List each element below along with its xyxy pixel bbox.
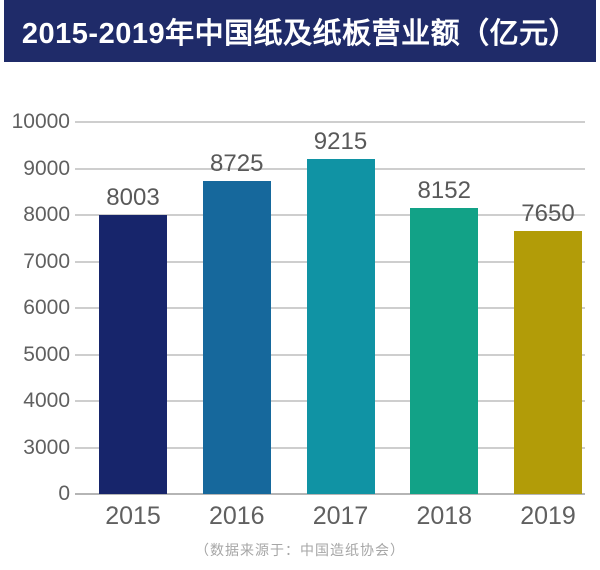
y-axis-tick-label: 6000 <box>23 296 70 319</box>
bar-value-label: 7650 <box>521 200 575 228</box>
x-axis-line <box>75 493 585 495</box>
y-axis-tick-label: 0 <box>58 482 70 505</box>
bar-value-label: 8725 <box>210 150 264 178</box>
y-axis-tick-label: 5000 <box>23 342 70 366</box>
chart-title: 2015-2019年中国纸及纸板营业额（亿元） <box>21 18 579 50</box>
y-axis-tick-label: 4000 <box>23 389 70 412</box>
x-axis-label: 2016 <box>208 502 265 530</box>
x-axis-label: 2017 <box>312 502 369 530</box>
y-axis-tick-label: 10000 <box>11 110 70 133</box>
x-axis-label: 2018 <box>416 502 473 530</box>
source-note: （数据来源于：中国造纸协会） <box>195 542 405 558</box>
bar-2015: 8003 2015 <box>99 185 167 529</box>
bar-value-label: 8003 <box>106 183 160 211</box>
x-axis-label: 2019 <box>520 502 576 530</box>
y-axis-tick-label: 7000 <box>23 249 70 273</box>
plot-area: 8003 2015 8725 2016 9215 2017 8152 2018 7650 2019 <box>99 122 582 529</box>
x-axis-label: 2015 <box>105 502 161 530</box>
y-axis-tick-label: 3000 <box>23 435 70 459</box>
bar-2017: 9215 2017 <box>306 129 375 529</box>
bar-value-label: 8152 <box>417 176 471 204</box>
y-axis-tick-label: 9000 <box>23 156 70 180</box>
bar-value-label: 9215 <box>313 127 368 155</box>
title-banner: 2015-2019年中国纸及纸板营业额（亿元） <box>4 0 596 62</box>
bar-2016: 8725 2016 <box>202 152 271 529</box>
gridline <box>75 121 585 123</box>
bar-2019: 7650 2019 <box>514 202 582 529</box>
y-axis-tick-label: 8000 <box>23 203 70 226</box>
bar-2018: 8152 2018 <box>410 178 479 529</box>
bar-chart: 0 3000 4000 5000 6000 7000 8000 9000 10000 8003 2… <box>0 62 600 570</box>
